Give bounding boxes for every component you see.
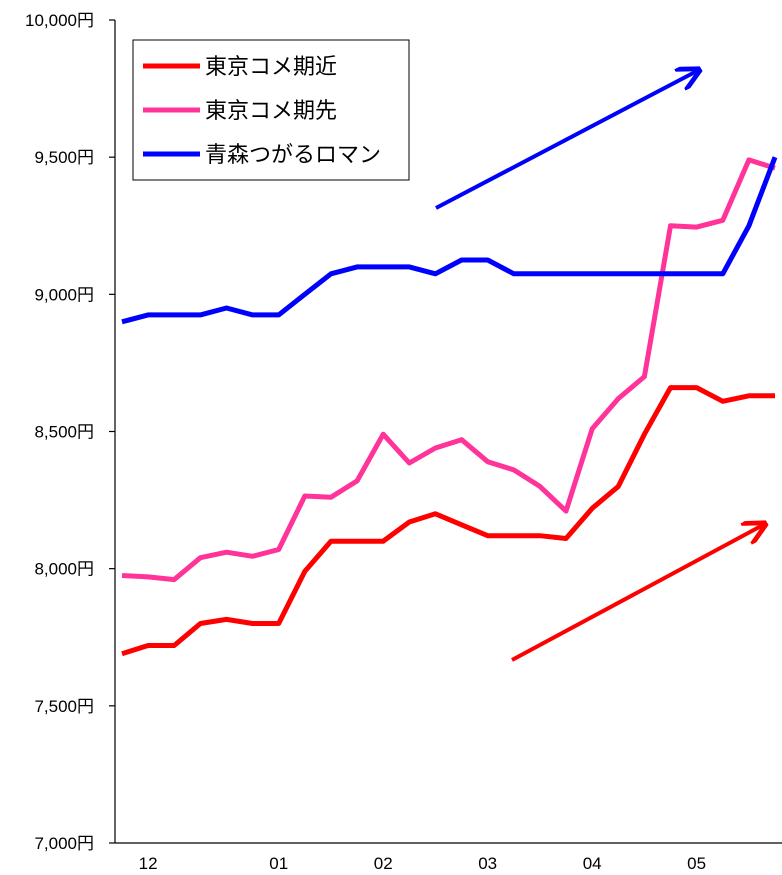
x-tick-label: 05 — [687, 854, 706, 873]
y-tick-label: 9,500円 — [34, 148, 94, 167]
x-tick-label: 02 — [374, 854, 393, 873]
legend-label: 東京コメ期近 — [205, 54, 337, 79]
series-line-1 — [121, 385, 775, 657]
trend-arrow-red — [511, 525, 763, 662]
legend-label: 東京コメ期先 — [205, 98, 337, 123]
y-tick-label: 9,000円 — [34, 285, 94, 304]
legend-label: 青森つがるロマン — [205, 142, 381, 167]
x-tick-label: 03 — [478, 854, 497, 873]
x-tick-label: 04 — [583, 854, 602, 873]
series-line-3 — [121, 156, 778, 325]
y-tick-label: 8,000円 — [34, 560, 94, 579]
legend-entry: 東京コメ期先 — [143, 98, 337, 123]
x-tick-label: 01 — [269, 854, 288, 873]
y-tick-label: 8,500円 — [34, 423, 94, 442]
y-tick-label: 7,500円 — [34, 697, 94, 716]
legend-box — [132, 39, 410, 181]
series-line-2 — [121, 157, 776, 583]
trend-arrow-blue — [435, 71, 697, 210]
legend-entry: 東京コメ期近 — [143, 54, 337, 79]
y-tick-label: 7,000円 — [34, 834, 94, 853]
legend: 東京コメ期近 東京コメ期先 青森つがるロマン — [132, 39, 410, 181]
legend-entry: 青森つがるロマン — [143, 142, 381, 167]
x-tick-label: 12 — [139, 854, 158, 873]
y-tick-label: 10,000円 — [25, 11, 94, 30]
